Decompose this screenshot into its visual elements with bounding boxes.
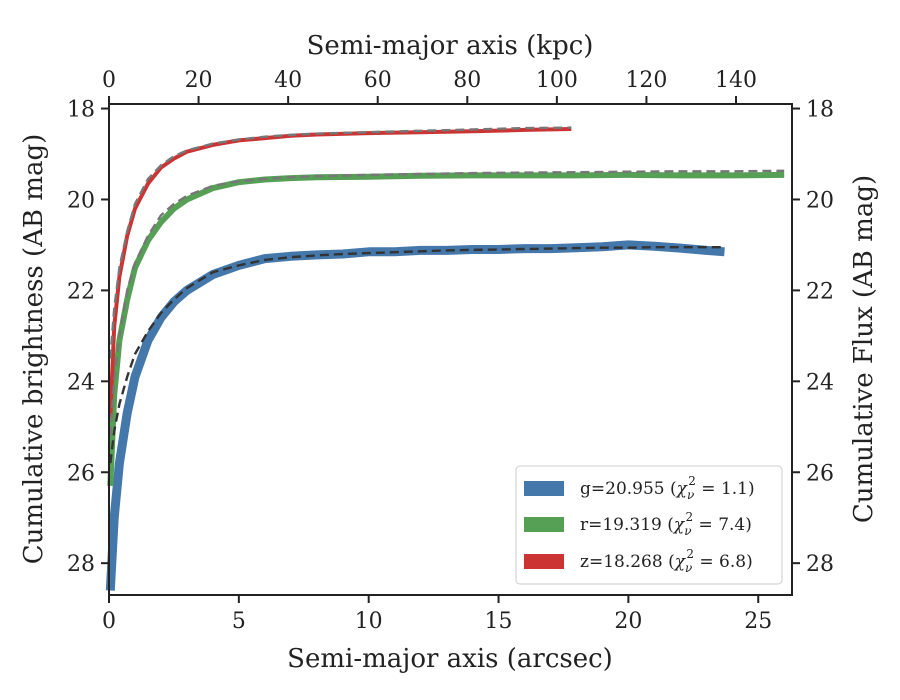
y2-tick-label: 22 xyxy=(806,279,834,304)
x2-tick-label: 140 xyxy=(715,68,757,93)
y-tick-label: 18 xyxy=(67,98,95,123)
model-line-r xyxy=(109,169,785,436)
legend-swatch-r xyxy=(524,517,564,532)
model-line-g xyxy=(109,246,725,464)
x-tick-label: 5 xyxy=(232,609,246,634)
x2-tick-label: 120 xyxy=(625,68,667,93)
x2-axis-title: Semi-major axis (kpc) xyxy=(307,31,594,61)
x-axis-title: Semi-major axis (arcsec) xyxy=(287,644,613,674)
series-line-r xyxy=(107,171,785,487)
legend-swatch-g xyxy=(524,481,564,496)
legend-label-z: z=18.268 (χν2 = 6.8) xyxy=(580,547,753,575)
axis-ticks: 0 5 10 15 20 25 0 20 40 60 80 100 120 140 18 18 20 20 22 22… xyxy=(67,68,834,634)
x2-tick-label: 20 xyxy=(185,68,213,93)
model-line-z xyxy=(109,126,572,359)
y2-tick-label: 28 xyxy=(806,552,834,577)
x-tick-label: 25 xyxy=(744,609,772,634)
legend-label-r: r=19.319 (χν2 = 7.4) xyxy=(580,510,752,538)
y2-tick-label: 24 xyxy=(806,370,834,395)
x2-tick-label: 60 xyxy=(364,68,392,93)
y2-tick-label: 20 xyxy=(806,188,834,213)
plot-area xyxy=(105,126,785,591)
y2-axis-title: Cumulative Flux (AB mag) xyxy=(849,175,879,523)
x2-tick-label: 40 xyxy=(274,68,302,93)
legend-label-g: g=20.955 (χν2 = 1.1) xyxy=(580,474,755,502)
y2-tick-label: 26 xyxy=(806,461,834,486)
plot-frame xyxy=(108,103,793,596)
x-tick-label: 20 xyxy=(614,609,642,634)
x2-tick-label: 0 xyxy=(102,68,116,93)
y-tick-label: 20 xyxy=(67,188,95,213)
x-tick-label: 15 xyxy=(485,609,513,634)
y2-tick-label: 18 xyxy=(806,98,834,123)
x2-tick-label: 100 xyxy=(536,68,578,93)
y-tick-label: 28 xyxy=(67,552,95,577)
x-tick-label: 0 xyxy=(102,609,116,634)
legend-swatch-z xyxy=(524,554,564,569)
y-tick-label: 22 xyxy=(67,279,95,304)
y-tick-label: 26 xyxy=(67,461,95,486)
legend-frame xyxy=(515,465,783,585)
y-tick-label: 24 xyxy=(67,370,95,395)
x2-tick-label: 80 xyxy=(453,68,481,93)
series-line-z xyxy=(108,127,572,418)
legend: g=20.955 (χν2 = 1.1) r=19.319 (χν2 = 7.4… xyxy=(515,465,783,585)
x-tick-label: 10 xyxy=(355,609,383,634)
y-axis-title: Cumulative brightness (AB mag) xyxy=(19,134,49,565)
